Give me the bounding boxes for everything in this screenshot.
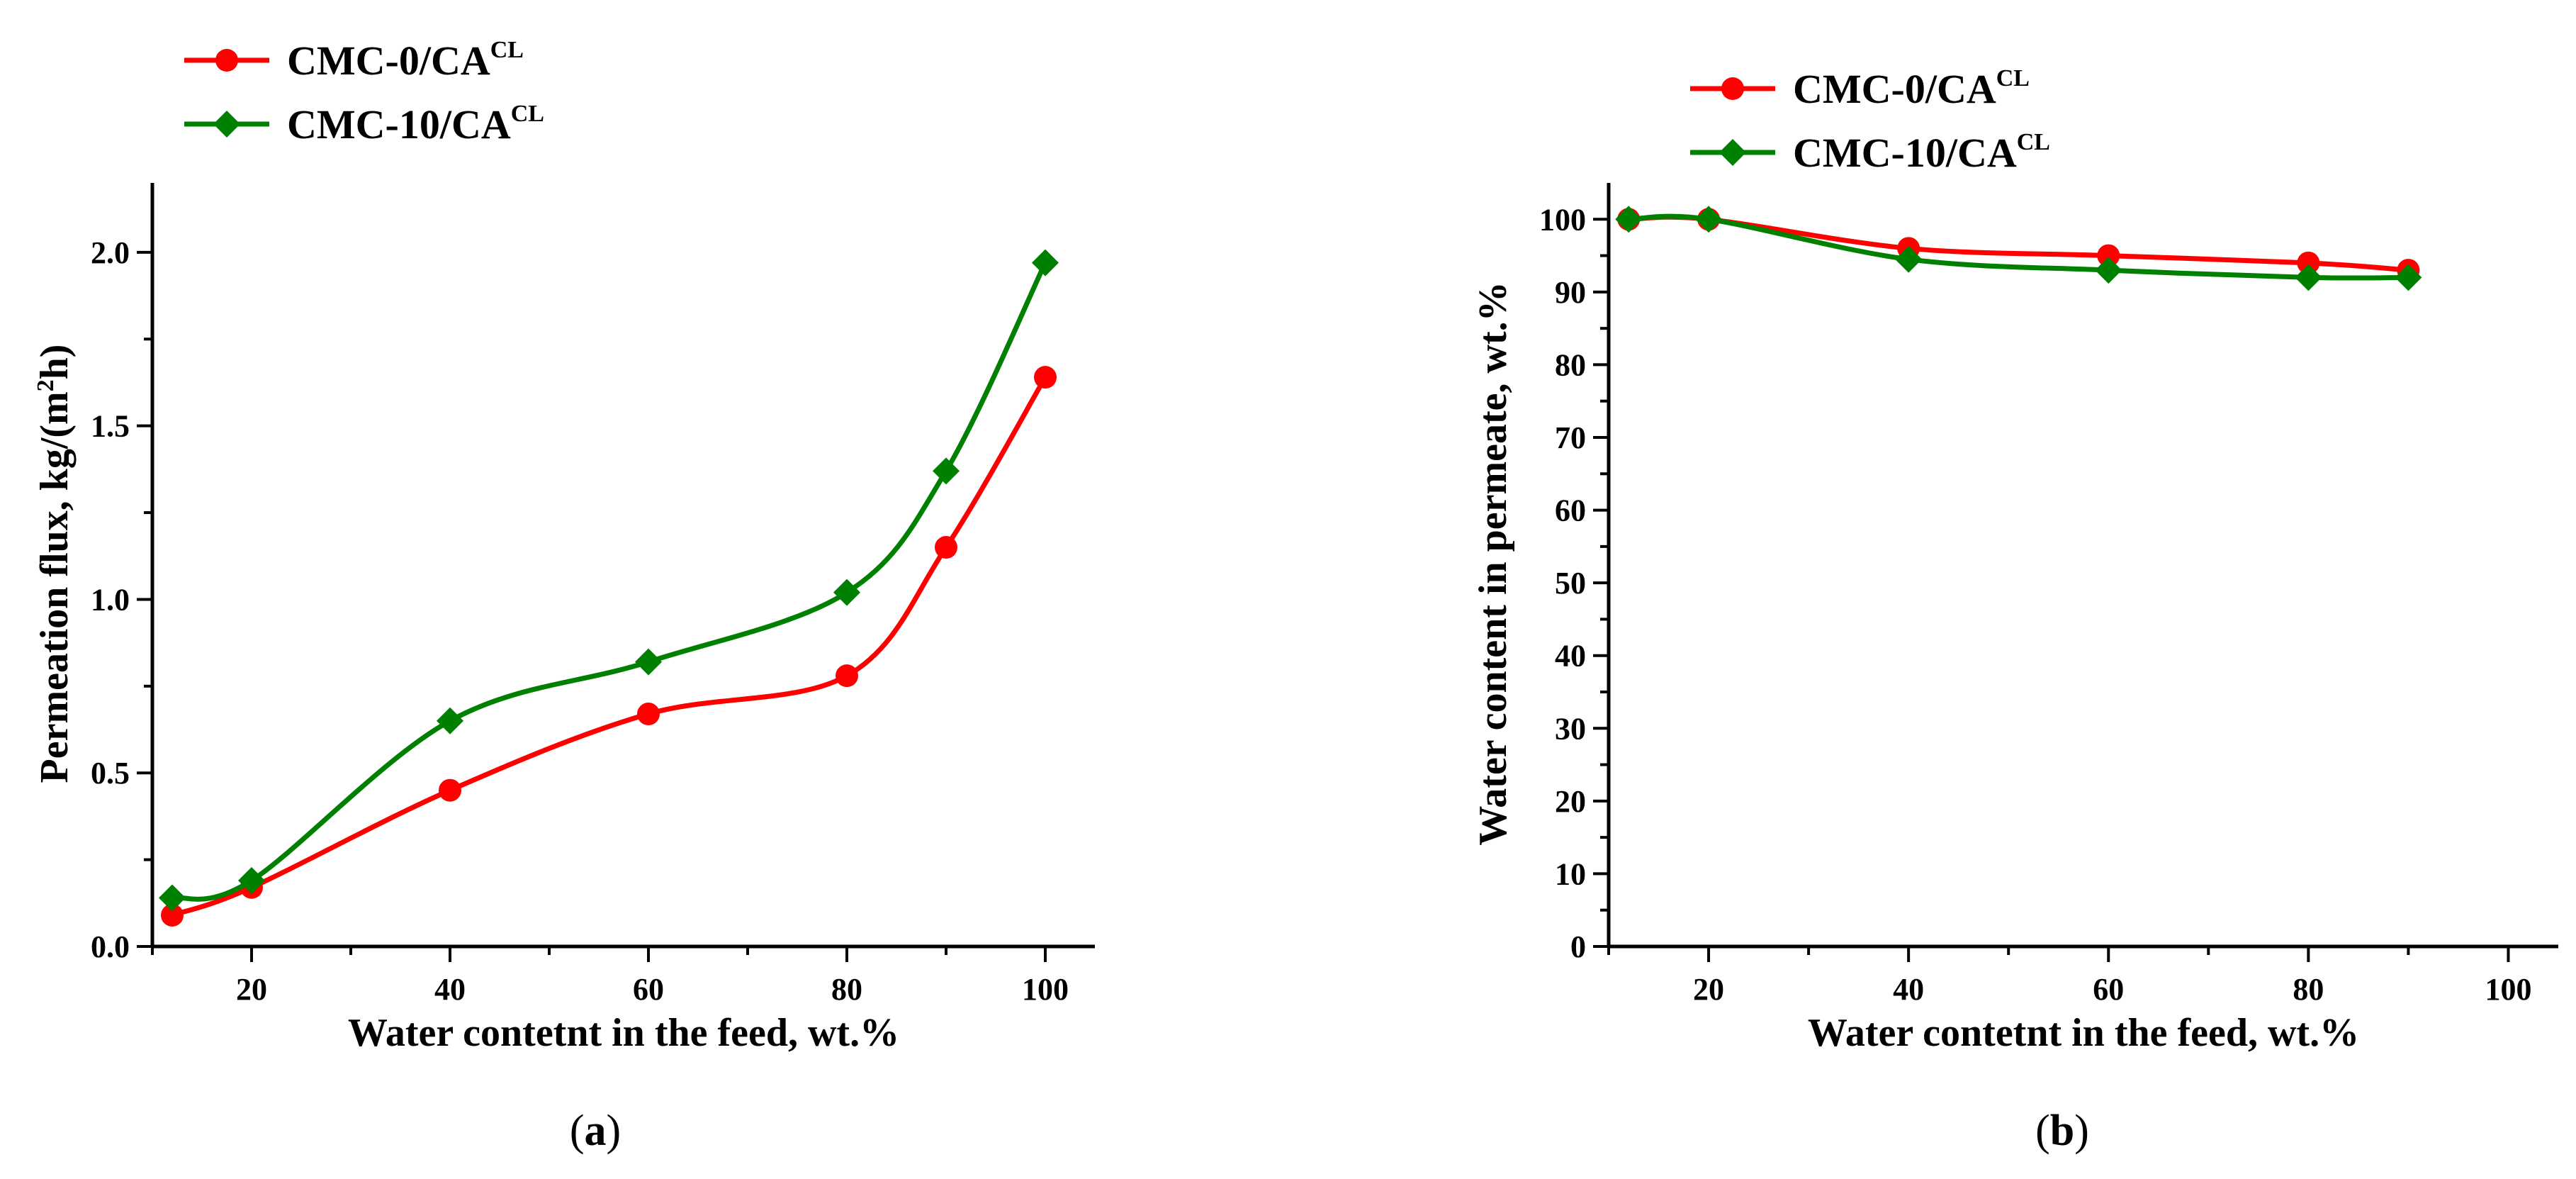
data-point-circle <box>637 703 660 726</box>
y-axis-title: Permeation flux, kg/(m2h) <box>33 345 77 783</box>
data-point-diamond <box>933 457 960 485</box>
x-tick-label: 80 <box>2293 972 2324 1007</box>
data-point-diamond <box>1895 245 1923 273</box>
data-point-circle <box>439 778 461 802</box>
y-tick-label: 80 <box>1555 347 1586 382</box>
series-line <box>171 262 1048 902</box>
panel-label-close: ) <box>2074 1107 2089 1155</box>
series-cmc-10: CMC-10/CACL <box>159 101 1059 912</box>
legend-label-name: CMC-10/CA <box>1793 130 2017 176</box>
y-tick-label: 100 <box>1539 202 1586 237</box>
panel-label-open: ( <box>2035 1107 2050 1155</box>
data-point-diamond <box>1695 206 1723 233</box>
y-tick-label: 0.0 <box>91 929 130 964</box>
legend-label: CMC-10/CACL <box>1793 129 2050 176</box>
chart-panel-b: 20 40 60 80 100 0 10 20 30 40 50 60 70 80 90 100 Water c… <box>1471 65 2558 1155</box>
y-tick-label: 90 <box>1555 275 1586 310</box>
panel-label: (b) <box>2035 1107 2089 1155</box>
data-point-diamond <box>238 866 265 894</box>
data-point-diamond <box>2395 264 2422 291</box>
y-tick-label: 1.0 <box>91 582 130 617</box>
y-tick-label: 0.5 <box>91 756 130 790</box>
y-tick-label: 70 <box>1555 420 1586 455</box>
legend-label-sup: CL <box>2017 129 2050 155</box>
panel-label-close: ) <box>607 1107 621 1155</box>
data-point-diamond <box>159 884 186 912</box>
y-tick-label: 1.5 <box>91 409 130 444</box>
y-tick-label: 20 <box>1555 784 1586 819</box>
x-tick-label: 80 <box>831 972 862 1007</box>
legend-marker-circle <box>215 49 238 72</box>
y-tick-label: 40 <box>1555 639 1586 674</box>
legend-label: CMC-10/CACL <box>287 101 544 147</box>
legend-marker-diamond <box>213 111 240 138</box>
panel-label-open: ( <box>570 1107 585 1155</box>
y-axis-title-end: h) <box>33 345 77 380</box>
data-point-diamond <box>437 707 463 734</box>
legend-label-name: CMC-10/CA <box>287 101 511 147</box>
data-point-circle <box>2097 244 2120 267</box>
y-tick-label: 2.0 <box>91 235 130 270</box>
data-point-circle <box>161 903 184 927</box>
data-point-diamond <box>1032 249 1059 276</box>
x-tick-label: 100 <box>1022 972 1069 1007</box>
x-tick-label: 20 <box>1693 972 1724 1007</box>
y-axis-title: Water content in permeate, wt.% <box>1471 281 1515 845</box>
y-tick-label: 50 <box>1555 566 1586 600</box>
series-line <box>171 376 1048 918</box>
panel-label-letter: b <box>2050 1107 2074 1155</box>
x-tick-label: 100 <box>2485 972 2531 1007</box>
y-tick-label: 10 <box>1555 856 1586 891</box>
legend-label-sup: CL <box>1996 65 2030 91</box>
legend-label: CMC-0/CACL <box>1793 65 2030 112</box>
data-point-diamond <box>635 648 662 676</box>
data-point-circle <box>1034 366 1057 389</box>
series-cmc-0: CMC-0/CACL <box>161 37 1057 927</box>
panel-label: (a) <box>570 1107 621 1155</box>
data-point-circle <box>2297 251 2320 274</box>
legend-label: CMC-0/CACL <box>287 37 524 84</box>
x-tick-label: 40 <box>434 972 466 1007</box>
series-cmc-10: CMC-10/CACL <box>1615 129 2422 291</box>
data-point-diamond <box>2095 257 2122 284</box>
chart-panel-a: 20 40 60 80 100 0.0 0.5 1.0 1.5 2.0 Water contetnt… <box>33 37 1095 1155</box>
x-tick-label: 60 <box>2093 972 2124 1007</box>
data-point-diamond <box>833 579 860 606</box>
y-tick-label: 30 <box>1555 711 1586 746</box>
x-tick-label: 60 <box>633 972 664 1007</box>
y-axis-title-sup: 2 <box>33 379 59 391</box>
data-point-circle <box>836 664 858 688</box>
panel-label-letter: a <box>585 1107 607 1155</box>
y-axis-title-main: Permeation flux, kg/(m <box>33 391 77 783</box>
x-axis-title: Water contetnt in the feed, wt.% <box>348 1011 899 1055</box>
legend-label-sup: CL <box>490 37 524 63</box>
y-tick-label: 60 <box>1555 493 1586 528</box>
y-tick-label: 0 <box>1570 929 1586 964</box>
x-tick-label: 20 <box>236 972 267 1007</box>
legend-marker-circle <box>1721 77 1744 100</box>
series-cmc-0: CMC-0/CACL <box>1617 65 2420 282</box>
legend-label-name: CMC-0/CA <box>287 38 490 84</box>
legend-marker-diamond <box>1719 139 1746 166</box>
legend-label-sup: CL <box>511 101 544 127</box>
data-point-diamond <box>1615 206 1643 233</box>
x-axis-title: Water contetnt in the feed, wt.% <box>1808 1011 2359 1055</box>
data-point-circle <box>935 536 957 559</box>
y-axis-title-main: Water content in permeate, wt.% <box>1471 281 1515 845</box>
series-line <box>1629 213 2409 281</box>
data-point-diamond <box>2295 264 2322 291</box>
x-tick-label: 40 <box>1893 972 1924 1007</box>
legend-label-name: CMC-0/CA <box>1793 66 1996 112</box>
